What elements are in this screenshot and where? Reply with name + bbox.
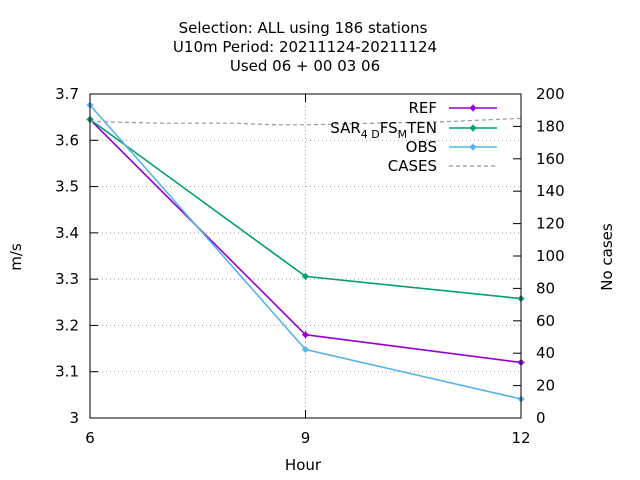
x-tick-label: 6 (85, 429, 95, 447)
y2-tick-label: 140 (536, 182, 565, 200)
title-line-1: Selection: ALL using 186 stations (179, 19, 428, 37)
y-axis-label: m/s (7, 243, 25, 271)
y2-axis-label: No cases (598, 223, 616, 291)
title-line-2: U10m Period: 20211124-20211124 (173, 38, 437, 56)
series-layer (86, 101, 525, 403)
y2-tick-label: 60 (536, 312, 555, 330)
chart-title: Selection: ALL using 186 stations U10m P… (173, 19, 437, 75)
x-tick-label: 9 (301, 429, 311, 447)
legend-label-part: M (398, 128, 408, 141)
y-tick-label: 3.1 (55, 363, 79, 381)
y-tick-label: 3.3 (55, 270, 79, 288)
y2-tick-label: 120 (536, 215, 565, 233)
legend-label-ref: REF (408, 99, 437, 117)
y2-tick-label: 180 (536, 117, 565, 135)
series-cases (89, 117, 522, 126)
axes: 3 3.1 3.2 3.3 3.4 3.5 3.6 3.7 0 20 40 60 80 100 120 140… (55, 85, 565, 447)
y-tick-label: 3.2 (55, 316, 79, 334)
y-tick-label: 3.4 (55, 224, 79, 242)
legend-entry-cases: CASES (388, 157, 497, 175)
series-ref (86, 115, 525, 366)
legend-label-obs: OBS (406, 138, 437, 156)
y2-tick-label: 100 (536, 247, 565, 265)
legend-entry-sar-4dfs-mten: SAR4 DFSMTEN (330, 119, 497, 141)
y2-tick-label: 40 (536, 344, 555, 362)
x-axis-label: Hour (285, 456, 322, 474)
y-tick-label: 3 (69, 409, 79, 427)
grid (90, 94, 521, 418)
y2-tick-label: 160 (536, 150, 565, 168)
series-sar-4dfs-mten (86, 115, 525, 303)
y-tick-label: 3.5 (55, 178, 79, 196)
legend-label-part: SAR (330, 119, 360, 137)
legend-entry-obs: OBS (406, 138, 497, 156)
legend-entry-ref: REF (408, 99, 497, 117)
y-tick-label: 3.6 (55, 131, 79, 149)
y-tick-label: 3.7 (55, 85, 79, 103)
legend-label-part: TEN (406, 119, 437, 137)
y2-tick-label: 20 (536, 377, 555, 395)
y2-tick-label: 80 (536, 279, 555, 297)
legend-label-part: FS (380, 119, 398, 137)
legend-label-part: 4 D (361, 128, 380, 141)
series-line-cases (89, 117, 522, 126)
y2-tick-label: 0 (536, 409, 546, 427)
series-obs (86, 101, 525, 403)
x-tick-label: 12 (511, 429, 530, 447)
y2-tick-label: 200 (536, 85, 565, 103)
legend-label-cases: CASES (388, 157, 437, 175)
title-line-3: Used 06 + 00 03 06 (230, 57, 380, 75)
legend-label-sar-4dfs-mten: SAR4 DFSMTEN (330, 119, 437, 141)
